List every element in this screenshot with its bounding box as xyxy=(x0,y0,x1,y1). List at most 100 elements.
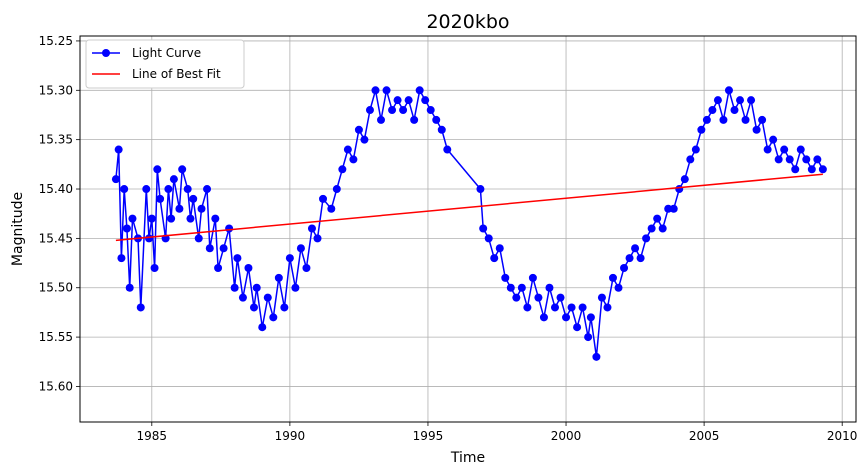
light-curve-point xyxy=(365,106,374,115)
light-curve-point xyxy=(258,323,267,332)
x-tick-label: 1995 xyxy=(413,429,444,443)
light-curve-point xyxy=(147,214,156,223)
light-curve-point xyxy=(203,185,212,194)
light-curve-point xyxy=(377,115,386,124)
light-curve-point xyxy=(150,263,159,272)
light-curve-point xyxy=(225,224,234,233)
light-curve-point xyxy=(197,204,206,213)
light-curve-point xyxy=(189,194,198,203)
light-curve-point xyxy=(802,155,811,164)
light-curve-point xyxy=(244,263,253,272)
light-curve-point xyxy=(584,333,593,342)
light-curve-point xyxy=(573,323,582,332)
light-curve-point xyxy=(506,283,515,292)
light-curve-point xyxy=(597,293,606,302)
light-curve-point xyxy=(758,115,767,124)
light-curve-point xyxy=(327,204,336,213)
light-curve-point xyxy=(399,106,408,115)
y-axis-title: Magnitude xyxy=(10,192,26,266)
light-curve-point xyxy=(625,254,634,263)
light-curve-point xyxy=(388,106,397,115)
light-curve-line xyxy=(115,89,824,358)
light-curve-point xyxy=(114,145,123,154)
light-curve-point xyxy=(578,303,587,312)
y-tick-label: 15.30 xyxy=(39,83,73,97)
light-curve-point xyxy=(371,86,380,95)
light-curve-point xyxy=(343,145,352,154)
light-curve-point xyxy=(426,106,435,115)
light-curve-point xyxy=(319,194,328,203)
light-curve-point xyxy=(476,185,485,194)
light-curve-point xyxy=(169,175,178,184)
light-curve-point xyxy=(238,293,247,302)
light-curve-point xyxy=(393,96,402,105)
light-curve-point xyxy=(490,254,499,263)
light-curve-point xyxy=(752,125,761,134)
light-curve-point xyxy=(421,96,430,105)
light-curve-point xyxy=(142,185,151,194)
light-curve-point xyxy=(796,145,805,154)
light-curve-point xyxy=(586,313,595,322)
light-curve-point xyxy=(175,204,184,213)
y-tick-label: 15.40 xyxy=(39,182,73,196)
light-curve-point xyxy=(730,106,739,115)
legend: Light Curve Line of Best Fit xyxy=(85,39,245,89)
light-curve-point xyxy=(285,254,294,263)
light-curve-point xyxy=(680,175,689,184)
light-curve-point xyxy=(708,106,717,115)
light-curve-point xyxy=(125,283,134,292)
light-curve-point xyxy=(205,244,214,253)
light-curve-point xyxy=(653,214,662,223)
light-curve-point xyxy=(620,263,629,272)
light-curve-point xyxy=(528,273,537,282)
light-curve-point xyxy=(122,224,131,233)
light-curve-point xyxy=(183,185,192,194)
light-curve-point xyxy=(233,254,242,263)
light-curve-point xyxy=(691,145,700,154)
light-curve-point xyxy=(153,165,162,174)
light-curve-point xyxy=(274,273,283,282)
light-curve-point xyxy=(415,86,424,95)
light-curve-point xyxy=(713,96,722,105)
light-curve-point xyxy=(145,234,154,243)
light-curve-point xyxy=(432,115,441,124)
x-tick-label: 2010 xyxy=(827,429,858,443)
light-curve-point xyxy=(545,283,554,292)
light-curve-point xyxy=(269,313,278,322)
legend-box xyxy=(85,39,245,89)
light-curve-point xyxy=(747,96,756,105)
light-curve-point xyxy=(608,273,617,282)
light-curve-point xyxy=(523,303,532,312)
light-curve-point xyxy=(534,293,543,302)
plot-frame xyxy=(79,35,857,423)
light-curve-point xyxy=(686,155,695,164)
light-curve-point xyxy=(302,263,311,272)
light-curve-point xyxy=(120,185,129,194)
light-curve-point xyxy=(410,115,419,124)
light-curve-point xyxy=(280,303,289,312)
light-curve-point xyxy=(702,115,711,124)
light-curve-point xyxy=(658,224,667,233)
y-tick-label: 15.45 xyxy=(39,231,73,245)
light-curve-point xyxy=(669,204,678,213)
y-tick-label: 15.60 xyxy=(39,379,73,393)
light-curve-point xyxy=(724,86,733,95)
light-curve-point xyxy=(614,283,623,292)
light-curve-point xyxy=(128,214,137,223)
light-curve-point xyxy=(136,303,145,312)
light-curve-point xyxy=(178,165,187,174)
light-curve-point xyxy=(360,135,369,144)
light-curve-point xyxy=(484,234,493,243)
x-tick-label: 1985 xyxy=(137,429,168,443)
light-curve-point xyxy=(404,96,413,105)
y-tick-label: 15.55 xyxy=(39,330,73,344)
light-curve-point xyxy=(111,175,120,184)
light-curve-point xyxy=(675,185,684,194)
light-curve-point xyxy=(194,234,203,243)
light-curve-point xyxy=(562,313,571,322)
light-curve-point xyxy=(642,234,651,243)
light-curve-point xyxy=(291,283,300,292)
light-curve-point xyxy=(252,283,261,292)
legend-label-light-curve: Light Curve xyxy=(132,46,201,60)
